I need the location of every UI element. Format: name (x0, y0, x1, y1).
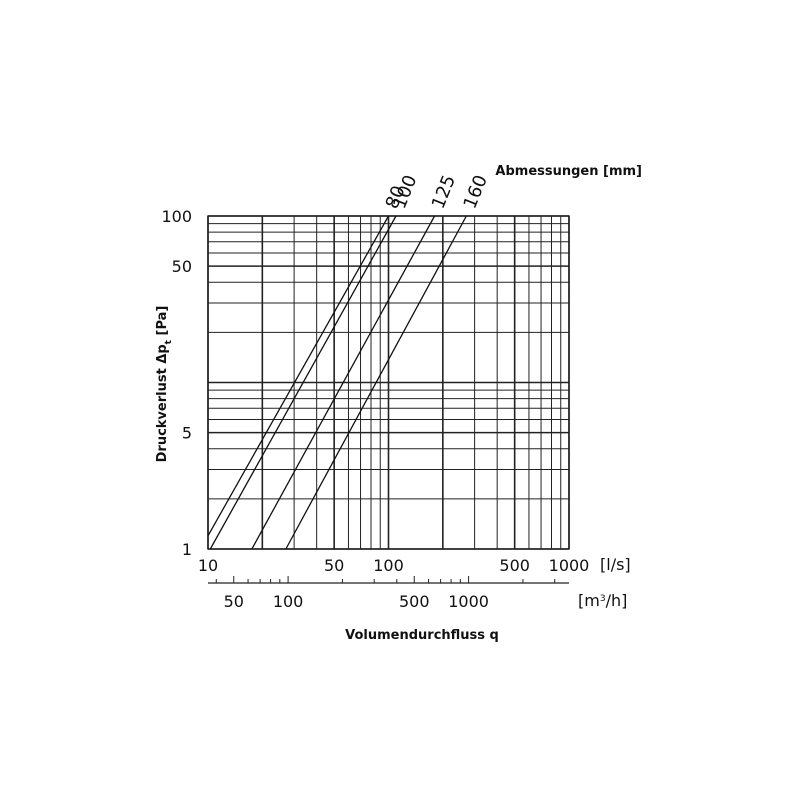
x-tick-label: 1000 (549, 556, 590, 575)
x2-tick-label: 500 (399, 592, 430, 611)
series-label-125: 125 (428, 172, 460, 212)
x-axis-label: Volumendurchfluss q (345, 628, 499, 643)
chart-curves (207, 215, 467, 550)
y-axis-label: Druckverlust Δpt [Pa] (155, 306, 174, 463)
series-line-100 (209, 215, 397, 550)
x2-tick-label: 50 (224, 592, 244, 611)
y-tick-label: 100 (161, 207, 192, 226)
x-unit-secondary: [m3/h] (578, 591, 627, 610)
x-unit-primary: [l/s] (600, 555, 631, 574)
series-line-80 (207, 215, 390, 537)
x-tick-label: 10 (198, 556, 218, 575)
x-tick-label: 500 (499, 556, 530, 575)
chart-grid (207, 215, 570, 550)
series-line-160 (285, 215, 467, 550)
chart-axes: 1 5 50 100 10 50 100 500 1000 50 100 500 1000 (161, 207, 589, 611)
series-label-100: 100 (389, 172, 421, 212)
y-tick-label: 50 (172, 257, 192, 276)
series-label-160: 160 (460, 172, 492, 212)
x-tick-label: 100 (373, 556, 404, 575)
x2-tick-label: 1000 (448, 592, 489, 611)
y-tick-label: 1 (182, 540, 192, 559)
series-line-125 (251, 215, 436, 550)
legend-title: Abmessungen [mm] (495, 164, 642, 179)
x-tick-label: 50 (324, 556, 344, 575)
y-tick-label: 5 (182, 424, 192, 443)
x2-tick-label: 100 (273, 592, 304, 611)
